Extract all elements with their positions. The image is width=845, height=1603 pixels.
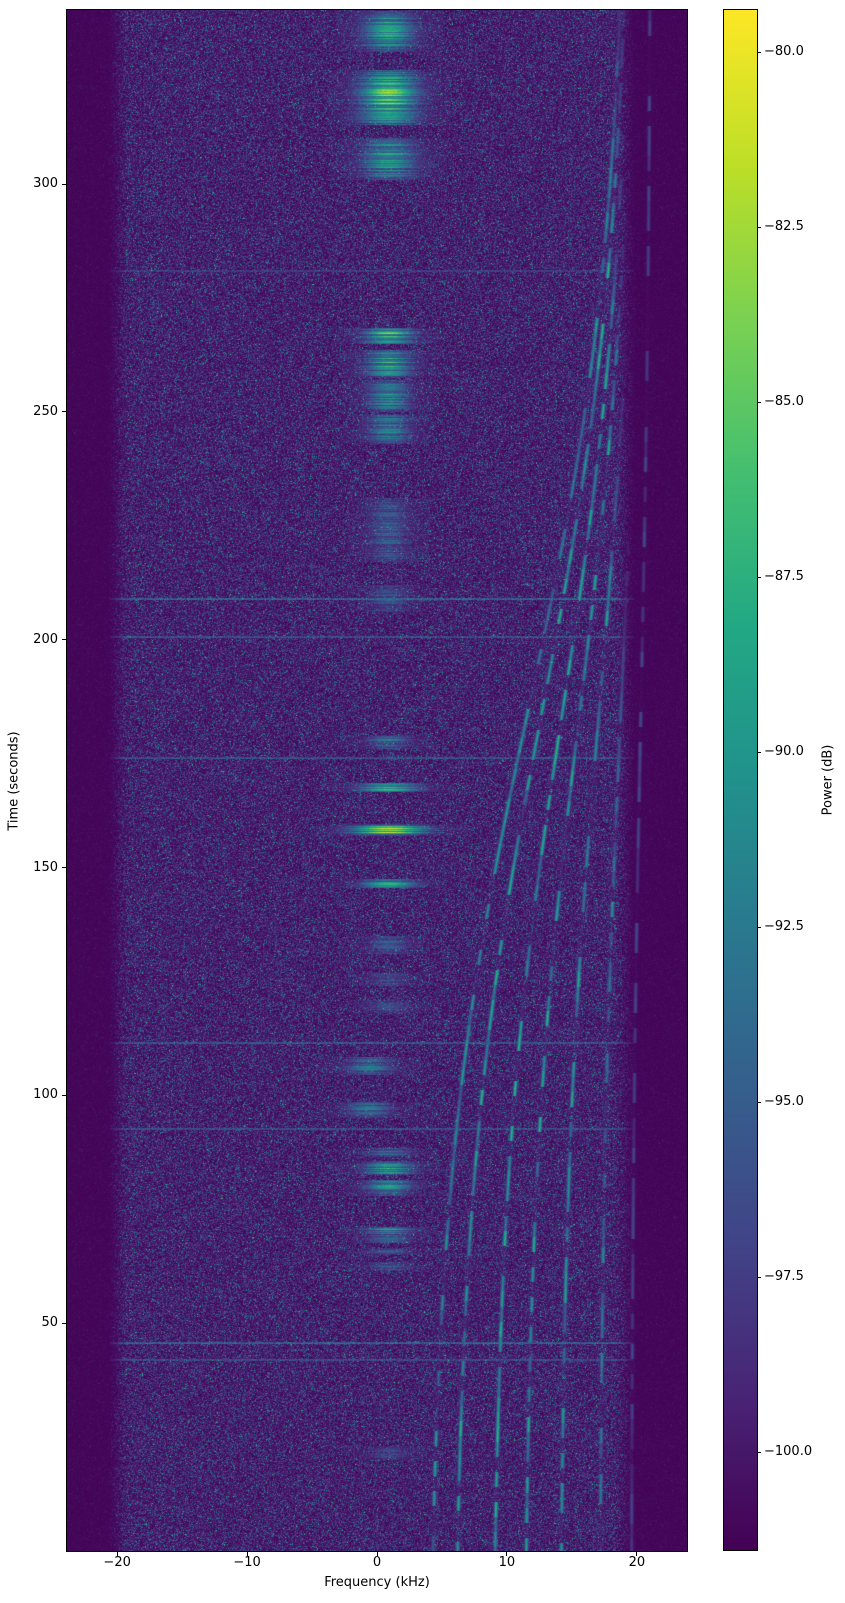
- colorbar-tick-label: −92.5: [764, 919, 804, 934]
- colorbar-tick-label: −90.0: [764, 744, 804, 759]
- colorbar-tick-mark: [757, 751, 761, 753]
- colorbar-tick-mark: [757, 1451, 761, 1453]
- x-tick-label: −10: [233, 1555, 261, 1570]
- colorbar-label: Power (dB): [820, 744, 836, 816]
- colorbar-tick-mark: [757, 1101, 761, 1103]
- colorbar-tick-mark: [757, 401, 761, 403]
- y-tick-label: 200: [33, 631, 58, 647]
- x-tick-label: −20: [103, 1555, 131, 1570]
- colorbar: [723, 9, 758, 1551]
- x-tick-label: 10: [498, 1555, 516, 1570]
- colorbar-tick-label: −100.0: [764, 1444, 813, 1459]
- y-axis-label: Time (seconds): [6, 730, 22, 831]
- colorbar-tick-label: −87.5: [764, 569, 804, 584]
- x-tick-mark: [246, 1552, 248, 1556]
- y-tick-mark: [62, 639, 66, 641]
- y-tick-label: 150: [33, 859, 58, 875]
- y-tick-mark: [62, 183, 66, 185]
- y-tick-mark: [62, 1322, 66, 1324]
- x-tick-mark: [376, 1552, 378, 1556]
- colorbar-tick-label: −82.5: [764, 219, 804, 234]
- y-tick-label: 300: [33, 176, 58, 192]
- x-axis-label: Frequency (kHz): [324, 1575, 430, 1590]
- colorbar-tick-mark: [757, 576, 761, 578]
- colorbar-gradient: [724, 10, 757, 1550]
- y-tick-mark: [62, 867, 66, 869]
- colorbar-tick-mark: [757, 51, 761, 53]
- colorbar-tick-mark: [757, 1276, 761, 1278]
- colorbar-tick-label: −80.0: [764, 44, 804, 59]
- colorbar-tick-label: −85.0: [764, 394, 804, 409]
- colorbar-tick-mark: [757, 926, 761, 928]
- x-tick-label: 0: [372, 1555, 382, 1570]
- y-tick-label: 250: [33, 403, 58, 419]
- colorbar-tick-mark: [757, 226, 761, 228]
- spectrogram-canvas: [67, 10, 687, 1551]
- colorbar-tick-label: −95.0: [764, 1094, 804, 1109]
- x-tick-label: 20: [628, 1555, 646, 1570]
- colorbar-tick-label: −97.5: [764, 1269, 804, 1284]
- x-tick-mark: [506, 1552, 508, 1556]
- y-tick-label: 50: [41, 1315, 58, 1331]
- x-tick-mark: [636, 1552, 638, 1556]
- x-tick-mark: [116, 1552, 118, 1556]
- y-tick-mark: [62, 1094, 66, 1096]
- y-tick-mark: [62, 411, 66, 413]
- y-tick-label: 100: [33, 1087, 58, 1103]
